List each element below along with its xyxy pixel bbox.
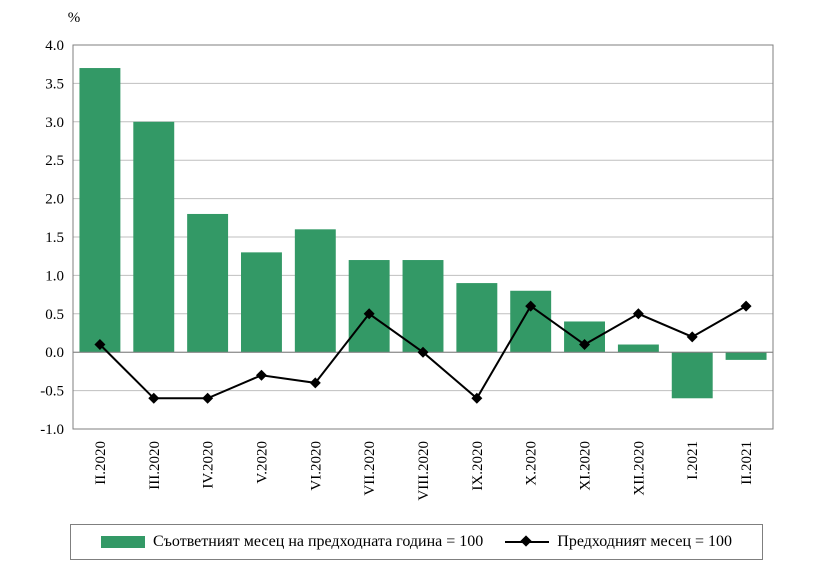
x-tick-label: XII.2020 (631, 441, 647, 496)
legend-item-bars: Съответният месец на предходната година … (100, 533, 484, 551)
y-tick-label: 0.5 (45, 307, 64, 323)
x-tick-label: VI.2020 (308, 441, 324, 491)
line-marker (255, 369, 267, 381)
line-marker (309, 377, 321, 389)
x-tick-label: VIII.2020 (416, 441, 432, 501)
line-marker (363, 308, 375, 320)
gridlines (73, 44, 773, 430)
x-tick-label: III.2020 (147, 441, 163, 490)
x-tick-label: IV.2020 (201, 441, 217, 489)
bar (510, 290, 552, 353)
line-marker (686, 331, 698, 343)
x-tick-label: XI.2020 (578, 441, 594, 491)
line-marker (632, 308, 644, 320)
x-tick-label: VII.2020 (362, 441, 378, 496)
x-tick-label: I.2021 (685, 441, 701, 480)
bar (79, 68, 121, 353)
y-tick-label: 0.0 (45, 345, 64, 361)
line-marker (148, 392, 160, 404)
legend-bar-swatch (100, 536, 145, 548)
legend: Съответният месец на предходната година … (70, 524, 763, 560)
x-axis-ticks: II.2020 III.2020 IV.2020 V.2020 VI.2020 VII.2… (93, 441, 755, 501)
legend-item-line: Предходният месец = 100 (505, 533, 732, 551)
bar (671, 352, 713, 399)
bar (133, 121, 175, 353)
y-tick-label: 2.5 (45, 153, 64, 169)
line-marker (579, 339, 591, 351)
plot-area-border (72, 44, 774, 430)
y-tick-label: -0.5 (40, 384, 64, 400)
bar-series (79, 68, 767, 399)
line-series (94, 300, 752, 404)
legend-bar-label: Съответният месец на предходната година … (152, 533, 484, 550)
x-tick-label: IX.2020 (470, 441, 486, 491)
x-tick-label: II.2020 (93, 441, 109, 485)
legend-line-label: Предходният месец = 100 (557, 533, 733, 550)
y-tick-label: 1.5 (45, 230, 64, 246)
bar (617, 344, 659, 353)
y-tick-label: 1.0 (45, 268, 64, 284)
x-tick-label: II.2021 (739, 441, 755, 485)
y-tick-label: 2.0 (45, 192, 64, 208)
bar (402, 260, 444, 353)
y-tick-label: 4.0 (45, 38, 64, 54)
line-marker (94, 339, 106, 351)
bar (294, 229, 336, 353)
y-tick-label: 3.0 (45, 115, 64, 131)
line-marker (740, 300, 752, 312)
y-tick-label: 3.5 (45, 76, 64, 92)
y-axis-ticks: 4.0 3.5 3.0 2.5 2.0 1.5 1.0 0.5 0.0 -0.5 -1.0 (40, 38, 64, 438)
bar (348, 260, 390, 353)
bar (241, 252, 282, 353)
bar (187, 213, 229, 353)
x-tick-label: X.2020 (524, 441, 540, 486)
line-marker (471, 392, 483, 404)
line-marker (417, 346, 429, 358)
y-unit-label: % (68, 10, 81, 26)
legend-line-swatch (505, 536, 550, 548)
line-marker (525, 300, 537, 312)
line-marker (202, 392, 214, 404)
bar (456, 283, 498, 353)
bar (725, 352, 767, 360)
x-tick-label: V.2020 (254, 441, 270, 484)
y-tick-label: -1.0 (40, 422, 64, 438)
